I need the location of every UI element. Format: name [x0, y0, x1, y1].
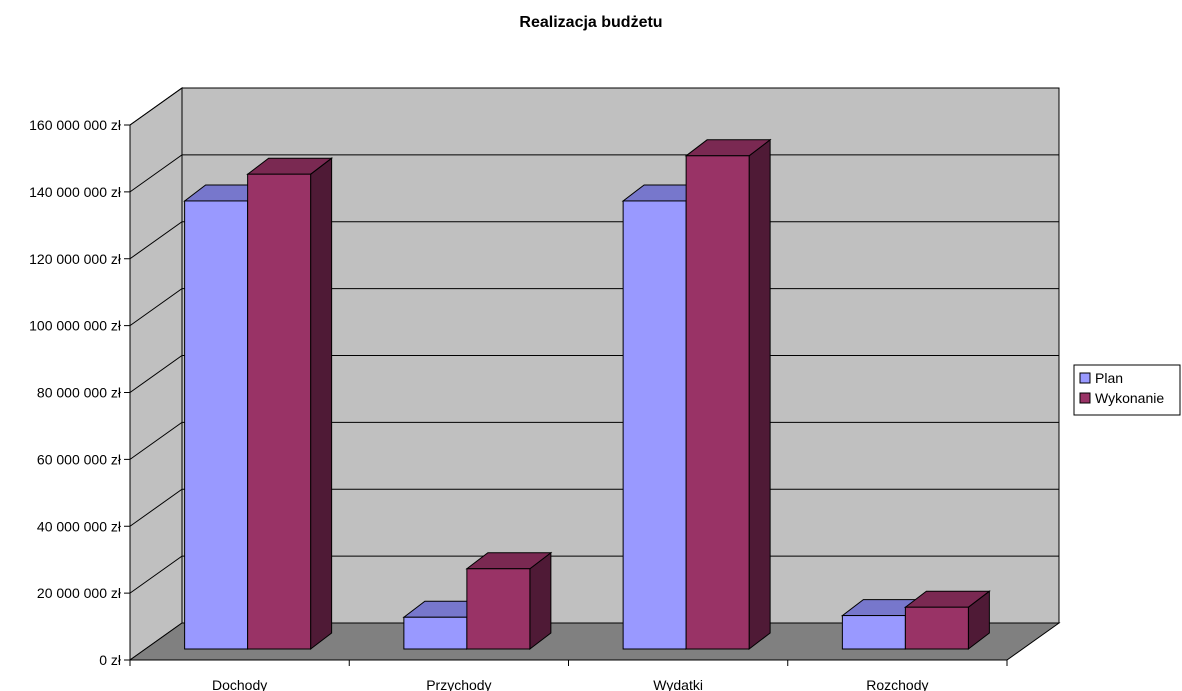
bar-wykonanie-wydatki: [684, 138, 772, 651]
bar-side: [310, 157, 333, 651]
chart-floor: [128, 622, 1061, 661]
y-axis: 0 zł 20 000 000 zł 40 000 000 zł 60 000 000…: [29, 117, 131, 668]
y-tick-label: 0 zł: [99, 652, 122, 668]
legend-swatch: [1079, 372, 1091, 384]
y-tick-label: 60 000 000 zł: [37, 451, 122, 467]
legend-box: [1073, 364, 1181, 416]
bar-front: [904, 606, 969, 650]
y-tick-label: 80 000 000 zł: [37, 385, 122, 401]
bar-front: [247, 173, 312, 650]
y-tick-label: 140 000 000 zł: [29, 184, 122, 200]
x-category-label: Przychody: [426, 677, 491, 691]
y-tick-label: 20 000 000 zł: [37, 585, 122, 601]
x-category-label: Rozchody: [866, 677, 928, 691]
legend-swatch: [1079, 392, 1091, 404]
chart-title: Realizacja budżetu: [519, 14, 662, 31]
y-tick-label: 160 000 000 zł: [29, 117, 122, 133]
bar-wykonanie-dochody: [246, 157, 334, 651]
bar-side: [748, 138, 771, 651]
bar-front: [403, 616, 468, 650]
x-category-label: Wydatki: [653, 677, 703, 691]
bar-front: [841, 615, 906, 650]
bar-wykonanie-rozchody: [903, 590, 991, 651]
gridline: [129, 87, 1059, 126]
y-tick-label: 100 000 000 zł: [29, 318, 122, 334]
bar-side: [529, 551, 552, 651]
chart-legend: Plan Wykonanie: [1073, 364, 1181, 416]
bar-front: [622, 200, 687, 650]
x-axis: Dochody Przychody Wydatki Rozchody: [129, 660, 1008, 691]
bar-front: [685, 155, 750, 650]
bar-front: [466, 568, 531, 650]
chart-bars: [183, 138, 991, 651]
legend-label: Plan: [1095, 370, 1123, 386]
bar-front: [184, 200, 249, 650]
bar-wykonanie-przychody: [465, 551, 553, 651]
legend-label: Wykonanie: [1095, 390, 1164, 406]
y-tick-label: 120 000 000 zł: [29, 251, 122, 267]
x-category-label: Dochody: [212, 677, 267, 691]
y-tick-label: 40 000 000 zł: [37, 518, 122, 534]
